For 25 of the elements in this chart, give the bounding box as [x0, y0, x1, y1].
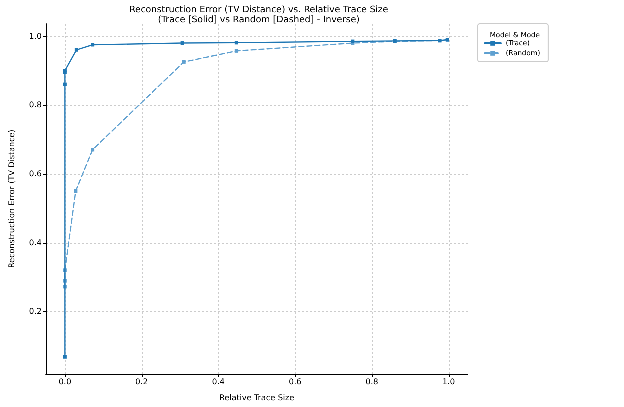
y-tick-label: 0.2 — [29, 307, 42, 316]
point — [63, 82, 67, 86]
y-tick-label: 1.0 — [29, 32, 42, 41]
x-tick-label: 0.0 — [58, 378, 72, 386]
y-axis-title: Reconstruction Error (TV Distance) — [8, 130, 16, 268]
point — [234, 49, 238, 53]
chart-subtitle: (Trace [Solid] vs Random [Dashed] - Inverse) — [158, 16, 360, 26]
point — [91, 43, 95, 47]
x-tick-label: 0.8 — [366, 378, 378, 386]
point — [182, 60, 186, 64]
point — [74, 190, 78, 194]
point — [63, 355, 67, 359]
point — [234, 41, 238, 45]
x-tick-label: 1.0 — [442, 378, 456, 386]
point — [180, 42, 184, 46]
point — [91, 148, 95, 152]
y-tick-label: 0.8 — [29, 100, 42, 110]
x-tick-label: 0.6 — [288, 378, 302, 386]
x-tick-label: 0.2 — [136, 378, 148, 386]
chart-title: Reconstruction Error (TV Distance) vs. Relative Trace Size — [130, 6, 389, 16]
y-tick-label: 0.4 — [29, 238, 42, 248]
x-axis-title: Relative Trace Size — [220, 394, 295, 402]
y-tick-label: 0.6 — [29, 170, 42, 179]
x-tick-label: 0.4 — [212, 378, 226, 386]
point — [74, 48, 78, 52]
